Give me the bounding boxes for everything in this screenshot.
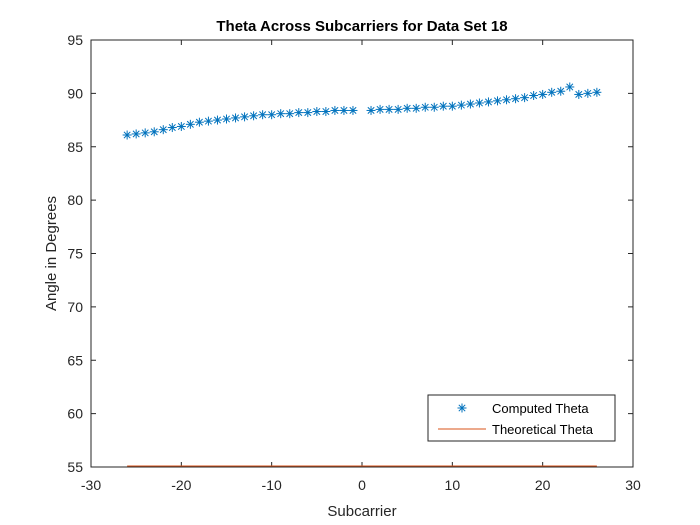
computed-theta-point (194, 117, 204, 127)
computed-theta-point (203, 116, 213, 126)
y-tick-label: 55 (67, 459, 83, 475)
x-tick-label: 0 (358, 477, 366, 493)
computed-theta-point (592, 87, 602, 97)
computed-theta-point (520, 93, 530, 103)
computed-theta-point (574, 89, 584, 99)
x-tick-label: -20 (171, 477, 191, 493)
computed-theta-point (348, 105, 358, 115)
computed-theta-point (402, 103, 412, 113)
computed-theta-point (222, 114, 231, 124)
computed-theta-point (122, 130, 132, 140)
computed-theta-point (565, 82, 575, 92)
computed-theta-point (276, 109, 286, 119)
x-tick-label: 20 (535, 477, 551, 493)
legend-entry-label: Computed Theta (492, 401, 589, 416)
computed-theta-point (529, 91, 539, 101)
computed-theta-point (483, 97, 493, 107)
computed-theta-point (303, 108, 313, 118)
y-tick-label: 75 (67, 246, 83, 262)
computed-theta-point (185, 119, 195, 129)
y-tick-label: 65 (67, 352, 83, 368)
y-tick-label: 85 (67, 139, 83, 155)
computed-theta-point (294, 108, 304, 118)
legend-box (427, 394, 616, 442)
legend: Computed Theta Theoretical Theta (427, 394, 616, 442)
computed-theta-point (131, 129, 141, 139)
computed-theta-point (393, 104, 403, 114)
computed-theta-point (267, 110, 277, 120)
computed-theta-point (438, 101, 448, 111)
y-tick-label: 80 (67, 192, 83, 208)
computed-theta-point (474, 98, 484, 108)
computed-theta-point (140, 128, 150, 138)
computed-theta-point (249, 111, 259, 121)
computed-theta-point (167, 123, 177, 133)
legend-asterisk-swatch (457, 403, 467, 413)
computed-theta-point (176, 121, 186, 131)
computed-theta-point (538, 89, 548, 99)
computed-theta-point (149, 127, 159, 137)
y-tick-label: 95 (67, 32, 83, 48)
computed-theta-point (231, 113, 241, 123)
computed-theta-point (502, 95, 512, 105)
computed-theta-point (375, 104, 385, 114)
computed-theta-point (312, 107, 322, 117)
computed-theta-point (240, 112, 250, 122)
computed-theta-point (511, 94, 521, 104)
computed-theta-point (321, 107, 331, 117)
x-tick-label: 30 (625, 477, 641, 493)
computed-theta-point (547, 87, 557, 97)
computed-theta-point (285, 109, 295, 119)
computed-theta-point (456, 100, 466, 110)
computed-theta-point (212, 115, 222, 125)
computed-theta-point (158, 125, 168, 135)
y-tick-label: 60 (67, 406, 83, 422)
computed-theta-point (429, 102, 439, 112)
x-tick-label: 10 (445, 477, 461, 493)
computed-theta-point (420, 102, 430, 112)
computed-theta-point (411, 103, 421, 113)
computed-theta-point (258, 110, 268, 120)
plot-marks (122, 82, 602, 467)
computed-theta-point (465, 99, 475, 109)
x-tick-label: -10 (262, 477, 282, 493)
computed-theta-point (556, 86, 566, 96)
computed-theta-point (330, 105, 340, 115)
legend-entry-label: Theoretical Theta (492, 422, 594, 437)
computed-theta-point (339, 105, 349, 115)
y-tick-label: 70 (67, 299, 83, 315)
computed-theta-point (384, 104, 394, 114)
y-axis-label: Angle in Degrees (43, 196, 60, 311)
chart-title: Theta Across Subcarriers for Data Set 18 (216, 18, 507, 35)
axis-ticks: -30 -20 -10 0 10 20 30 55 60 65 70 75 80 85 90 95 (67, 32, 641, 493)
computed-theta-point (583, 88, 593, 98)
computed-theta-point (447, 101, 457, 111)
y-tick-label: 90 (67, 85, 83, 101)
x-axis-label: Subcarrier (327, 503, 396, 520)
x-tick-label: -30 (81, 477, 101, 493)
computed-theta-point (493, 96, 502, 106)
computed-theta-point (366, 105, 376, 115)
